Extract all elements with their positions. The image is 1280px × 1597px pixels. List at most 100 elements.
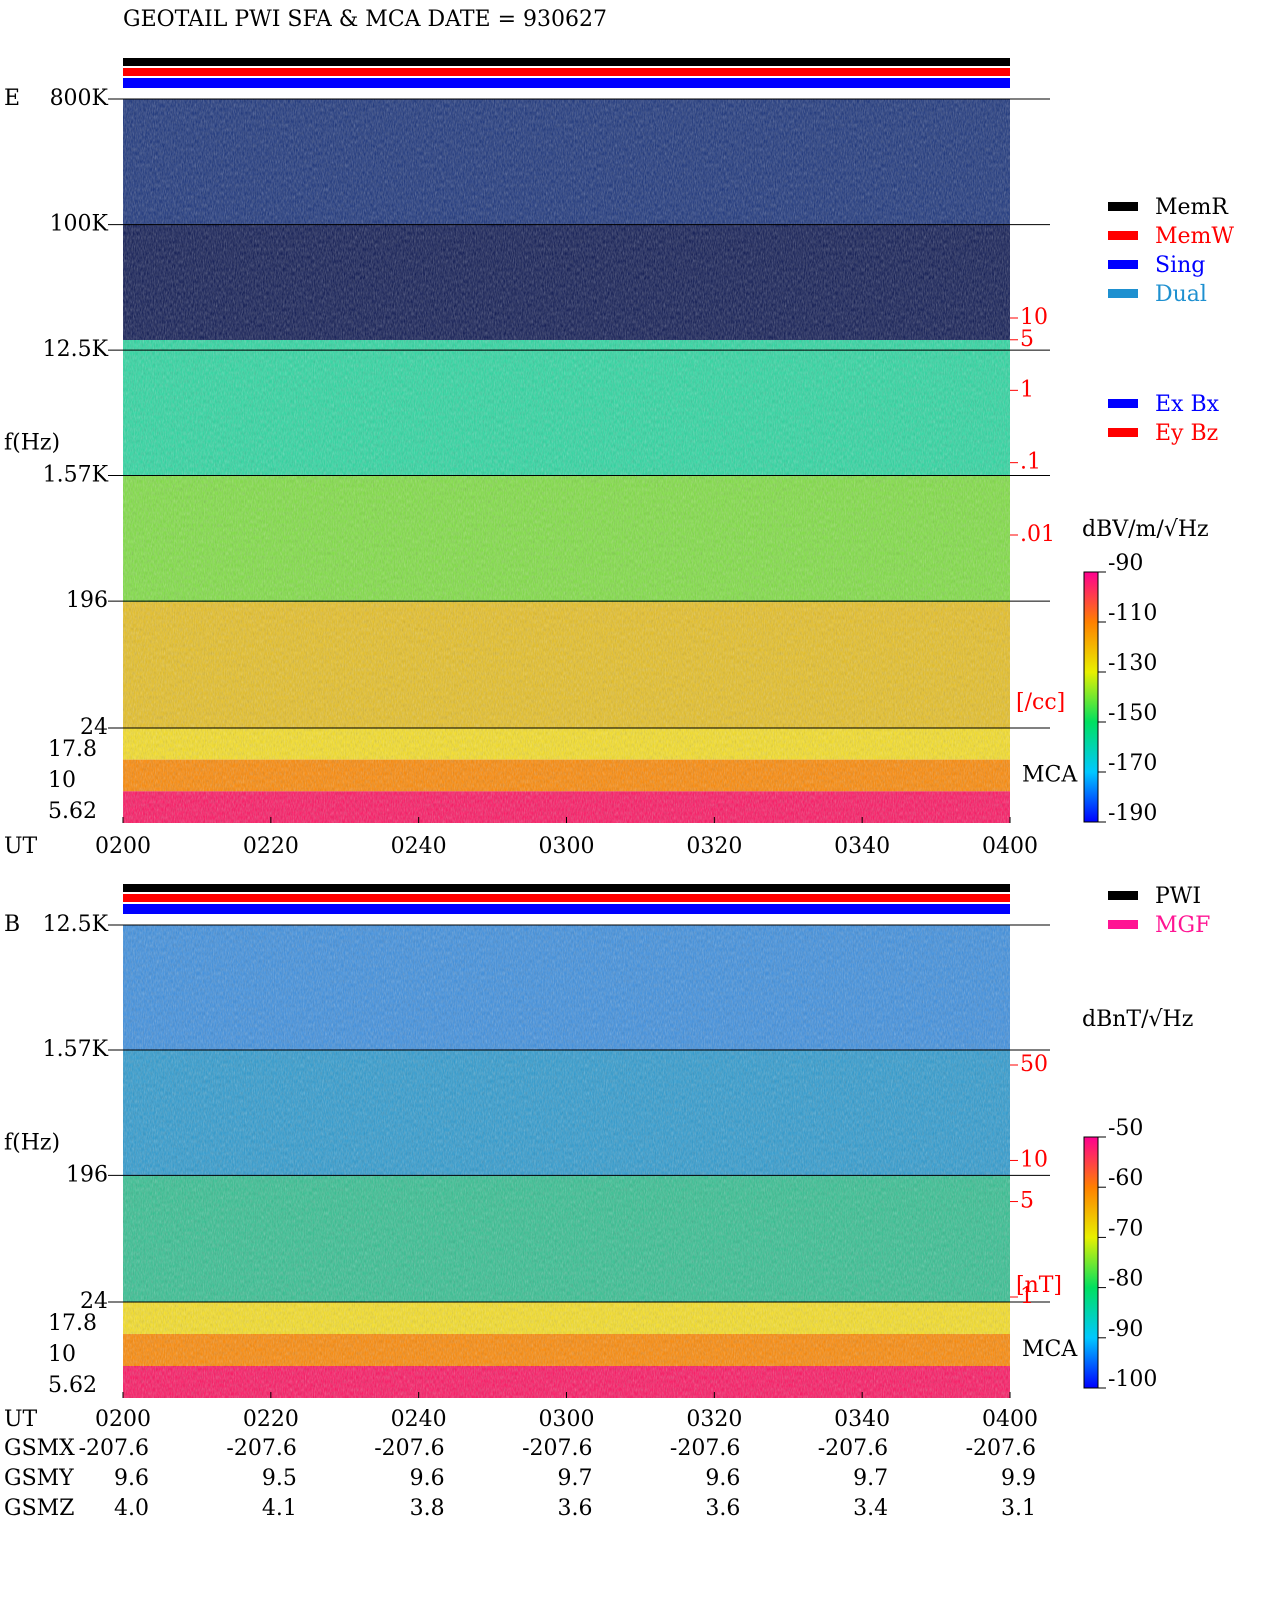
legend-label: Dual [1155,282,1207,307]
colorbar-unit: dBnT/√Hz [1082,1007,1193,1032]
right-tick-label: 1 [1020,377,1034,402]
legend-label: MemR [1155,195,1229,220]
legend-label: PWI [1155,884,1201,909]
y-axis-label: f(Hz) [4,1131,60,1156]
ephemeris-value: 4.1 [262,1496,297,1521]
legend-swatch [1108,920,1138,929]
mca-tick-label: 17.8 [48,737,97,762]
legend-swatch [1108,260,1138,269]
legend-swatch [1108,231,1138,240]
colorbar-tick-label: -90 [1108,551,1143,576]
legend-label: Ex Bx [1155,392,1220,417]
time-tick-label: 0200 [95,834,151,859]
ephemeris-value: 3.6 [705,1496,740,1521]
title: GEOTAIL PWI SFA & MCA DATE = 930627 [123,7,607,32]
ephemeris-value: -207.6 [374,1436,444,1461]
colorbar-tick-label: -50 [1108,1116,1143,1141]
right-tick-label: 10 [1020,305,1048,330]
time-tick-label: 0200 [95,1407,151,1432]
ephemeris-row-label: GSMX [4,1436,75,1461]
colorbar-tick-label: -130 [1108,651,1157,676]
ephemeris-value: 9.7 [853,1466,888,1491]
colorbar-tick-label: -60 [1108,1166,1143,1191]
colorbar-tick-label: -190 [1108,801,1157,826]
colorbar-tick-label: -110 [1108,601,1157,626]
ephemeris-value: -207.6 [966,1436,1036,1461]
time-label: UT [4,1407,38,1432]
colorbar-tick-label: -100 [1108,1367,1157,1392]
ephemeris-value: -207.6 [670,1436,740,1461]
panel-label: B [4,912,20,937]
time-tick-label: 0340 [834,834,890,859]
time-tick-label: 0340 [834,1407,890,1432]
ephemeris-value: 3.6 [558,1496,593,1521]
y-tick-label: 12.5K [43,337,109,362]
ephemeris-value: 3.4 [853,1496,888,1521]
right-axis-unit: [nT] [1016,1273,1062,1298]
mca-tick-label: 5.62 [48,799,97,824]
right-tick-label: .1 [1020,450,1041,475]
status-bar [123,884,1010,892]
y-tick-label: 100K [50,212,109,237]
legend-swatch [1108,399,1138,408]
right-axis-unit: [/cc] [1016,690,1065,715]
mca-tick-label: 17.8 [48,1311,97,1336]
colorbar [1083,1136,1099,1389]
ephemeris-row-label: GSMZ [4,1496,74,1521]
right-tick-label: .01 [1020,522,1055,547]
y-tick-label: 196 [66,1162,108,1187]
legend-label: MemW [1155,224,1234,249]
y-tick-label: 24 [80,715,108,740]
ephemeris-value: -207.6 [79,1436,149,1461]
ephemeris-row-label: GSMY [4,1466,74,1491]
time-label: UT [4,834,38,859]
mca-tick-label: 5.62 [48,1373,97,1398]
legend-swatch [1108,428,1138,437]
y-tick-label: 1.57K [43,462,109,487]
legend-swatch [1108,891,1138,900]
legend-label: Sing [1155,253,1205,278]
time-tick-label: 0320 [686,1407,742,1432]
ephemeris-value: 9.5 [262,1466,297,1491]
time-tick-label: 0240 [391,834,447,859]
ephemeris-value: -207.6 [226,1436,296,1461]
time-tick-label: 0400 [982,1407,1038,1432]
time-tick-label: 0240 [391,1407,447,1432]
mca-label: MCA [1022,763,1078,788]
colorbar-tick-label: -150 [1108,701,1157,726]
ephemeris-value: 9.6 [705,1466,740,1491]
time-tick-label: 0220 [243,834,299,859]
time-tick-label: 0300 [539,834,595,859]
colorbar-unit: dBV/m/√Hz [1082,517,1209,542]
colorbar [1083,571,1099,823]
ephemeris-value: -207.6 [818,1436,888,1461]
ephemeris-value: 9.7 [558,1466,593,1491]
time-tick-label: 0400 [982,834,1038,859]
status-bar [123,58,1010,66]
y-tick-label: 196 [66,588,108,613]
right-tick-label: 50 [1020,1052,1048,1077]
ephemeris-value: 3.8 [410,1496,445,1521]
legend-swatch [1108,289,1138,298]
y-tick-label: 800K [50,86,109,111]
ephemeris-value: -207.6 [522,1436,592,1461]
right-tick-label: 5 [1020,1189,1034,1214]
ephemeris-value: 9.9 [1001,1466,1036,1491]
right-tick-label: 5 [1020,327,1034,352]
status-bar [123,68,1010,76]
time-tick-label: 0320 [686,834,742,859]
colorbar-tick-label: -90 [1108,1317,1143,1342]
ephemeris-value: 3.1 [1001,1496,1036,1521]
mca-tick-label: 10 [48,768,76,793]
status-bar [123,894,1010,902]
spectrogram-noise [123,99,1010,823]
y-tick-label: 24 [80,1289,108,1314]
ephemeris-value: 9.6 [410,1466,445,1491]
ephemeris-value: 9.6 [114,1466,149,1491]
mca-tick-label: 10 [48,1342,76,1367]
colorbar-tick-label: -70 [1108,1216,1143,1241]
colorbar-tick-label: -170 [1108,751,1157,776]
colorbar-tick-label: -80 [1108,1267,1143,1292]
ephemeris-value: 4.0 [114,1496,149,1521]
